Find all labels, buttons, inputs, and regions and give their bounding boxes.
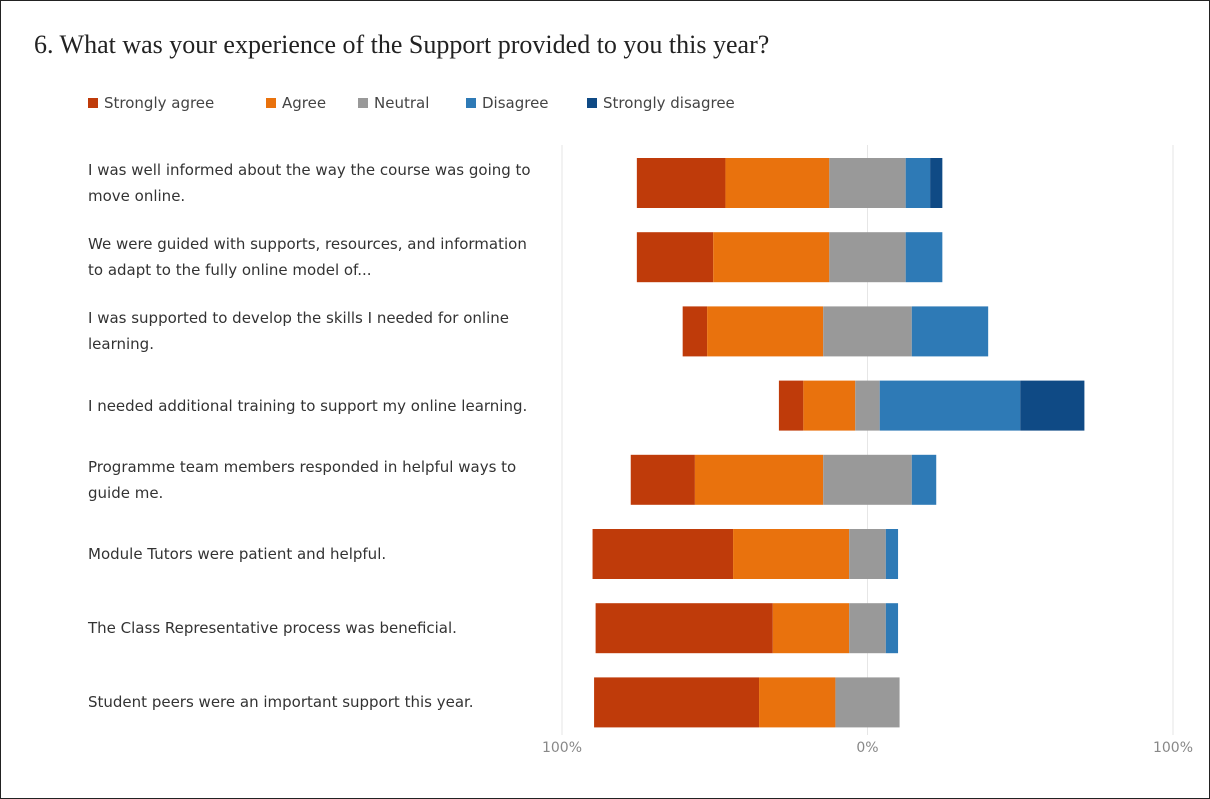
x-tick-label: 100% xyxy=(542,740,582,756)
bar-segment xyxy=(636,158,726,208)
legend-label: Strongly disagree xyxy=(603,94,735,112)
legend-item: Neutral xyxy=(358,94,429,112)
bar-segment xyxy=(911,454,937,505)
bar-segment xyxy=(778,380,804,431)
bar-segment xyxy=(835,677,900,728)
bar-segment xyxy=(855,380,880,431)
x-tick-label: 0% xyxy=(856,740,878,756)
category-label: Programme team members responded in help… xyxy=(88,457,517,502)
bar-segment xyxy=(636,232,714,283)
category-label: Student peers were an important support … xyxy=(88,693,474,712)
legend-label: Agree xyxy=(282,94,327,112)
legend-item: Disagree xyxy=(466,94,549,112)
legend-swatch xyxy=(587,98,597,108)
bar-segment xyxy=(594,677,760,728)
bar-segment xyxy=(829,158,906,208)
bar-segment xyxy=(682,306,708,357)
bar-segment xyxy=(713,232,830,283)
chart-title: 6. What was your experience of the Suppo… xyxy=(34,30,770,59)
legend-swatch xyxy=(266,98,276,108)
bar-segment xyxy=(823,306,912,357)
bar-segment xyxy=(885,603,899,654)
bar-segment xyxy=(905,158,931,208)
bar-segment xyxy=(879,380,1021,431)
bar-segment xyxy=(1020,380,1085,431)
bar-segment xyxy=(595,603,773,654)
bar-segment xyxy=(823,454,912,505)
bar-segment xyxy=(733,529,850,579)
x-tick-label: 100% xyxy=(1153,740,1193,756)
category-label: I needed additional training to support … xyxy=(88,396,528,415)
bar-segment xyxy=(930,158,943,208)
legend-label: Strongly agree xyxy=(104,94,215,112)
bar-segment xyxy=(725,158,830,208)
bar-segment xyxy=(905,232,943,283)
legend-item: Agree xyxy=(266,94,326,112)
legend-item: Strongly disagree xyxy=(587,94,735,112)
bar-segment xyxy=(829,232,906,283)
bar-segment xyxy=(885,529,899,579)
legend-item: Strongly agree xyxy=(88,94,214,112)
bar-segment xyxy=(707,306,824,357)
bar-segment xyxy=(911,306,989,357)
legend-label: Disagree xyxy=(482,94,549,112)
bar-segment xyxy=(849,529,886,579)
legend-label: Neutral xyxy=(374,94,430,112)
category-label: We were guided with supports, resources,… xyxy=(88,235,527,280)
bar-segment xyxy=(849,603,886,654)
bar-segment xyxy=(592,529,734,579)
bar-segment xyxy=(772,603,850,654)
legend-swatch xyxy=(88,98,98,108)
legend-swatch xyxy=(358,98,368,108)
bar-segment xyxy=(759,677,836,728)
category-label: Module Tutors were patient and helpful. xyxy=(88,545,387,563)
bar-segment xyxy=(630,454,695,505)
category-label: I was supported to develop the skills I … xyxy=(88,309,509,354)
category-label: The Class Representative process was ben… xyxy=(88,619,457,638)
legend-swatch xyxy=(466,98,476,108)
bar-segment xyxy=(694,454,824,505)
category-label: I was well informed about the way the co… xyxy=(88,161,531,205)
bar-segment xyxy=(803,380,856,431)
